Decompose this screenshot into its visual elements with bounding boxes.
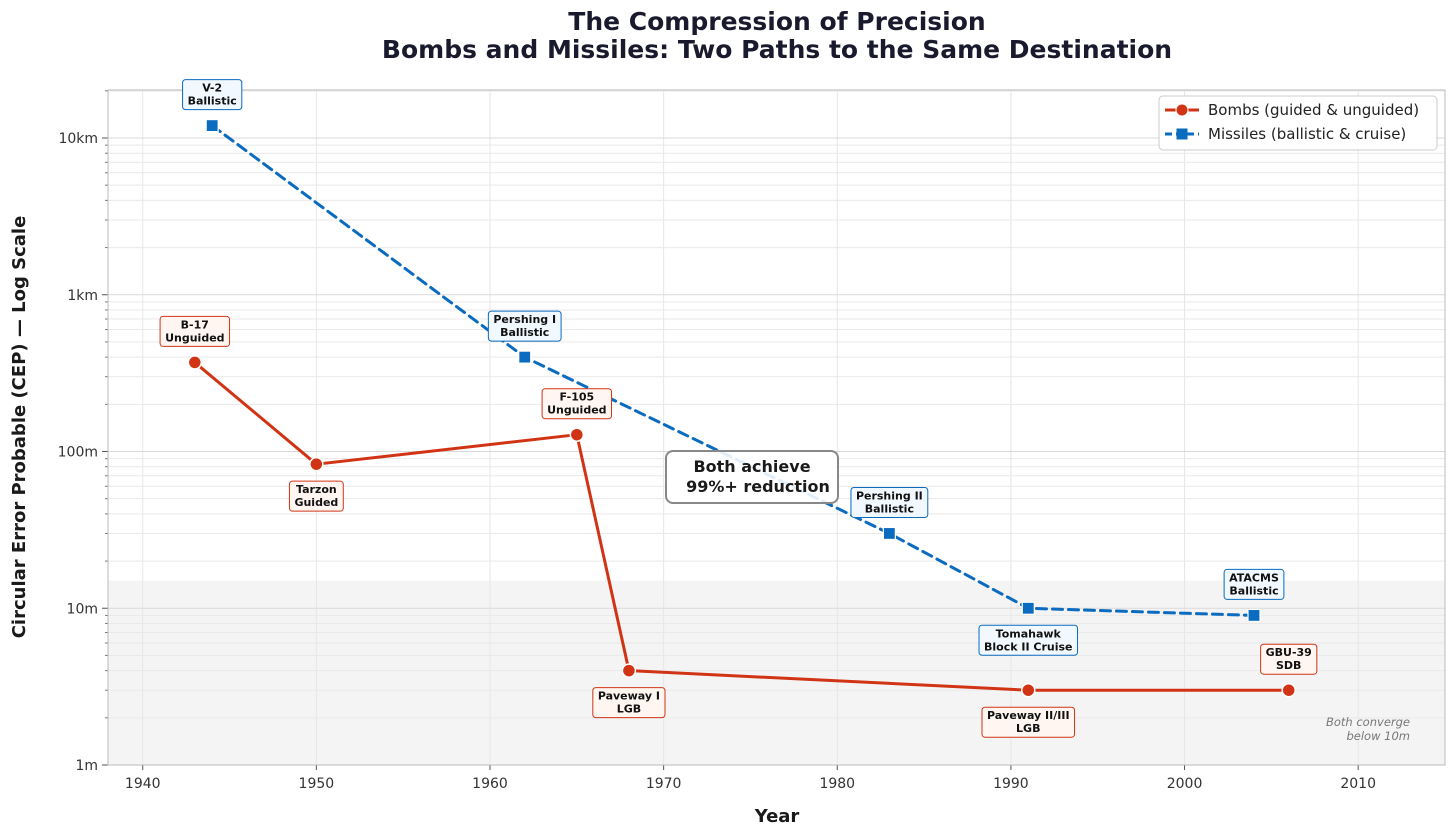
point-label-text: Ballistic (188, 95, 237, 108)
y-tick-label: 1km (67, 288, 98, 304)
missile-point-marker (1021, 601, 1035, 615)
y-tick-label: 10km (58, 131, 98, 147)
point-label-text: LGB (617, 703, 641, 716)
point-label-box (978, 624, 1079, 656)
point-label-box (981, 706, 1076, 738)
callout-line-1: Both achieve (693, 457, 810, 476)
point-label-text: B-17 (181, 318, 209, 331)
x-tick-label: 1980 (819, 776, 855, 792)
point-label-box (1223, 568, 1285, 600)
missile-point-marker (205, 118, 219, 133)
point-label-text: Ballistic (1229, 584, 1278, 597)
series-line-bombs (193, 360, 1291, 692)
point-label-text: LGB (1016, 722, 1040, 735)
x-tick-label: 2000 (1167, 776, 1203, 792)
point-label-box (850, 486, 929, 518)
point-label-text: Block II Cruise (984, 640, 1073, 653)
point-label-text: Pershing I (493, 313, 556, 326)
point-label-box (1260, 643, 1318, 675)
missile-point-marker (882, 526, 896, 541)
legend: Bombs (guided & unguided) Missiles (ball… (1158, 95, 1438, 151)
point-label-text: GBU-39 (1266, 646, 1312, 659)
point-label-text: F-105 (559, 391, 594, 404)
point-label-box (182, 79, 243, 111)
bomb-point-marker (1021, 682, 1036, 698)
chart-title-line-2: Bombs and Missiles: Two Paths to the Sam… (382, 35, 1172, 64)
axis-ticks: 1940 1950 1960 1970 1980 1990 2000 2010 1m 10m 100… (58, 90, 1376, 792)
point-label-box (541, 388, 613, 420)
bomb-point-marker (569, 427, 585, 442)
x-tick-label: 1970 (646, 776, 682, 792)
missile-point-marker (518, 350, 532, 364)
legend-marker-bombs (1175, 103, 1189, 117)
chart-title-line-1: The Compression of Precision (568, 7, 985, 36)
legend-label-bombs: Bombs (guided & unguided) (1208, 101, 1419, 119)
point-label-box (592, 687, 666, 719)
point-label-text: Unguided (165, 331, 224, 344)
plot-frame (107, 89, 1446, 766)
callout-frame (665, 450, 839, 504)
point-label-text: Guided (294, 496, 338, 509)
point-label-text: Tomahawk (996, 627, 1062, 640)
point-label-box (159, 315, 231, 347)
point-label-text: SDB (1276, 659, 1301, 672)
point-label-text: Paveway I (598, 690, 660, 703)
point-label-box (487, 310, 562, 342)
bomb-point-marker (309, 456, 324, 472)
y-tick-label: 100m (58, 445, 98, 461)
x-tick-label: 1960 (472, 776, 508, 792)
callout-line-2: 99%+ reduction (686, 477, 830, 496)
callout-box: Both achieve 99%+ reduction (665, 450, 839, 504)
x-axis-label: Year (754, 806, 800, 827)
point-label-text: Tarzon (296, 483, 337, 496)
point-label-text: Ballistic (865, 502, 914, 515)
point-label-text: V-2 (202, 82, 222, 95)
legend-label-missiles: Missiles (ballistic & cruise) (1208, 125, 1406, 143)
point-label-text: Pershing II (856, 489, 923, 502)
convergence-note-line-2: below 10m (1346, 729, 1410, 743)
missile-point-marker (1247, 608, 1261, 623)
x-tick-label: 1950 (299, 776, 335, 792)
convergence-note-line-1: Both converge (1326, 715, 1410, 729)
y-tick-label: 1m (75, 758, 98, 774)
shaded-band (108, 580, 1445, 765)
y-tick-label: 10m (67, 601, 98, 617)
point-label-text: Ballistic (500, 326, 549, 339)
x-tick-label: 1990 (993, 776, 1029, 792)
point-label-text: Unguided (547, 404, 606, 417)
legend-frame (1158, 95, 1438, 151)
y-axis-label: Circular Error Probable (CEP) — Log Scal… (9, 216, 30, 639)
point-labels: B-17UnguidedTarzonGuidedF-105UnguidedPav… (159, 79, 1318, 738)
series-layer (187, 118, 1296, 698)
bomb-point-marker (187, 355, 203, 370)
point-label-box (288, 480, 344, 512)
x-tick-label: 2010 (1340, 776, 1376, 792)
point-label-text: Paveway II/III (987, 709, 1070, 722)
bomb-point-marker (621, 663, 637, 678)
bomb-point-marker (1281, 682, 1296, 698)
point-label-text: ATACMS (1229, 571, 1279, 584)
legend-marker-missiles (1176, 128, 1188, 140)
x-tick-label: 1940 (125, 776, 161, 792)
